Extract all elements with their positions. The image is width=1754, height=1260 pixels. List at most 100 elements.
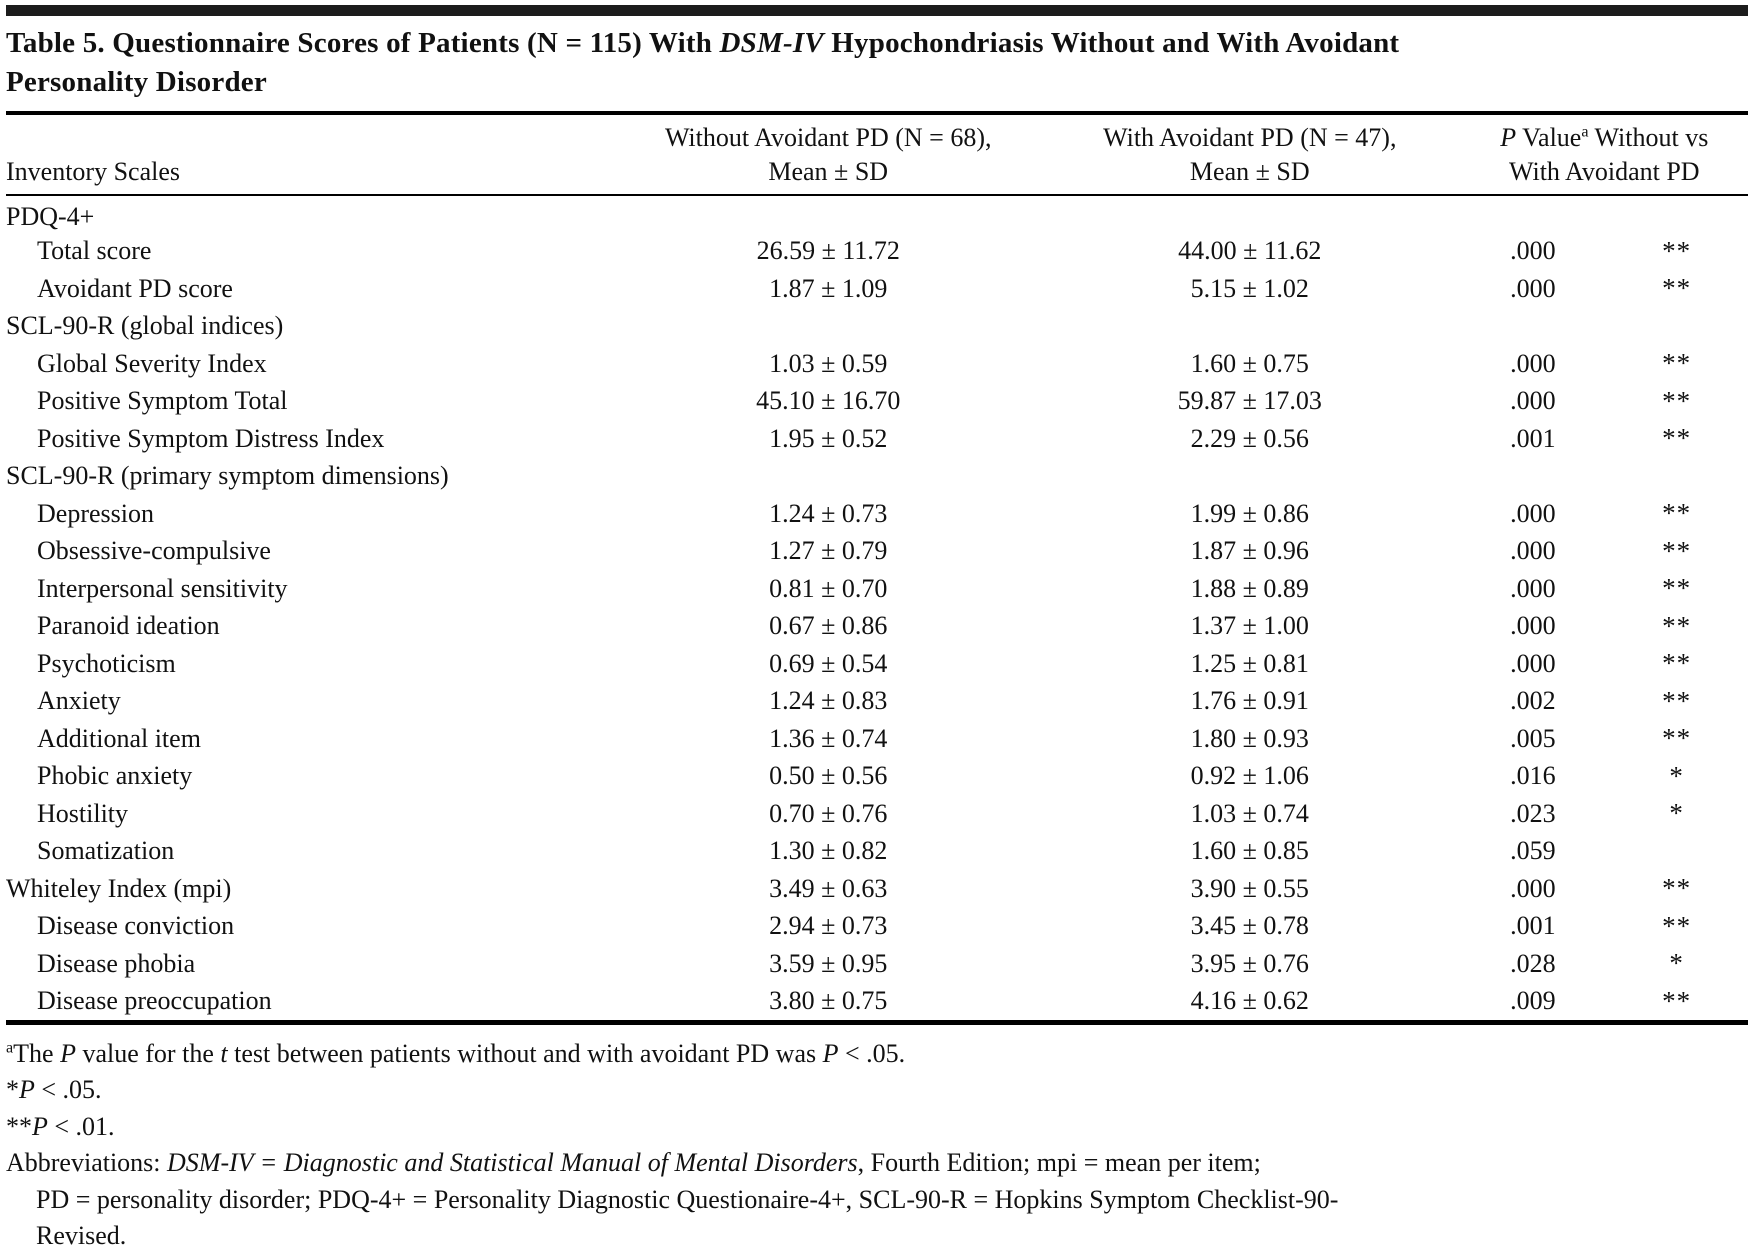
with-avoidant-pd-cell: 44.00 ± 11.62 [1178, 236, 1322, 266]
text-segment: Without vs [1588, 123, 1709, 152]
with-avoidant-pd-cell: 5.15 ± 1.02 [1190, 273, 1309, 303]
footnote-line: *P < .05. [6, 1072, 1748, 1109]
row-label-cell: Disease preoccupation [37, 986, 272, 1016]
table-row: SCL-90-R (primary symptom dimensions) [6, 458, 1748, 496]
p-value-cell [1461, 308, 1606, 346]
with-avoidant-pd-cell: 1.60 ± 0.85 [1190, 836, 1309, 866]
without-avoidant-pd-cell: 1.95 ± 0.52 [769, 423, 888, 453]
text-segment: ** [6, 1111, 32, 1141]
table-row: Obsessive-compulsive 1.27 ± 0.79 1.87 ± 0.… [6, 533, 1748, 571]
with-avoidant-pd-cell: 1.60 ± 0.75 [1190, 348, 1309, 378]
without-avoidant-pd-cell: 3.59 ± 0.95 [769, 948, 888, 978]
table-row: Depression 1.24 ± 0.73 1.99 ± 0.86 .000 ** [6, 495, 1748, 533]
with-avoidant-pd-cell [1039, 195, 1461, 233]
with-avoidant-pd-cell: 1.99 ± 0.86 [1190, 498, 1309, 528]
significance-cell [1605, 458, 1748, 496]
row-label-cell: PDQ-4+ [6, 201, 95, 231]
table-row: Total score 26.59 ± 11.72 44.00 ± 11.62 .00… [6, 233, 1748, 271]
significance-cell: ** [1662, 985, 1692, 1016]
text-segment: value for the [75, 1038, 221, 1068]
without-avoidant-pd-cell: 1.36 ± 0.74 [769, 723, 888, 753]
row-label-cell: Disease conviction [37, 911, 235, 941]
text-segment: P [32, 1111, 48, 1141]
row-label-cell: SCL-90-R (global indices) [6, 311, 284, 341]
with-avoidant-pd-cell: 1.80 ± 0.93 [1190, 723, 1309, 753]
p-value-cell: .000 [1510, 573, 1556, 603]
p-value-cell [1461, 195, 1606, 233]
p-value-cell: .023 [1510, 798, 1556, 828]
significance-cell: * [1669, 798, 1684, 829]
header-with-line1: With Avoidant PD (N = 47), [1103, 123, 1397, 152]
row-label-cell: Whiteley Index (mpi) [6, 873, 232, 903]
top-thick-rule [6, 5, 1748, 16]
significance-cell: ** [1662, 910, 1692, 941]
p-value-cell [1461, 458, 1606, 496]
p-value-cell: .000 [1510, 873, 1556, 903]
table-header: Inventory Scales Without Avoidant PD (N … [6, 115, 1748, 196]
p-value-cell: .000 [1510, 236, 1556, 266]
text-segment: Abbreviations: [6, 1148, 168, 1177]
significance-cell: ** [1662, 348, 1692, 379]
without-avoidant-pd-cell: 0.50 ± 0.56 [769, 761, 888, 791]
footnote-line: aThe P value for the t test between pati… [6, 1036, 1748, 1073]
p-value-cell: .016 [1510, 761, 1556, 791]
p-value-cell: .001 [1510, 911, 1556, 941]
significance-cell: ** [1662, 723, 1692, 754]
significance-cell: ** [1662, 610, 1692, 641]
row-label-cell: Psychoticism [37, 648, 176, 678]
text-segment: Personality Disorder [6, 66, 267, 98]
table-row: Anxiety 1.24 ± 0.83 1.76 ± 0.91 .002 ** [6, 683, 1748, 721]
without-avoidant-pd-cell: 0.69 ± 0.54 [769, 648, 888, 678]
text-segment: t [220, 1038, 228, 1068]
without-avoidant-pd-cell [617, 458, 1039, 496]
significance-cell: ** [1662, 273, 1692, 304]
table-title: Table 5. Questionnaire Scores of Patient… [6, 24, 1748, 102]
footnotes: aThe P value for the t test between pati… [6, 1036, 1748, 1255]
row-label-cell: Total score [37, 236, 152, 266]
with-avoidant-pd-cell: 0.92 ± 1.06 [1190, 761, 1309, 791]
footnote-line: Revised. [6, 1218, 1748, 1255]
text-segment: a [1581, 123, 1589, 141]
significance-cell: ** [1662, 685, 1692, 716]
text-segment: P [60, 1038, 76, 1068]
table-body: PDQ-4+ Total score 26.59 ± 11.72 44.00 ± 11… [6, 195, 1748, 1020]
with-avoidant-pd-cell: 1.03 ± 0.74 [1190, 798, 1309, 828]
significance-cell: ** [1662, 573, 1692, 604]
significance-cell: ** [1662, 535, 1692, 566]
with-avoidant-pd-cell [1039, 308, 1461, 346]
without-avoidant-pd-cell: 0.81 ± 0.70 [769, 573, 888, 603]
p-value-cell: .000 [1510, 611, 1556, 641]
without-avoidant-pd-cell: 3.80 ± 0.75 [769, 986, 888, 1016]
table-row: Psychoticism 0.69 ± 0.54 1.25 ± 0.81 .000 ** [6, 645, 1748, 683]
without-avoidant-pd-cell: 1.87 ± 1.09 [769, 273, 888, 303]
with-avoidant-pd-cell: 1.25 ± 0.81 [1190, 648, 1309, 678]
significance-cell: ** [1662, 498, 1692, 529]
without-avoidant-pd-cell: 1.30 ± 0.82 [769, 836, 888, 866]
table-row: Whiteley Index (mpi) 3.49 ± 0.63 3.90 ± 0.… [6, 870, 1748, 908]
table-row: Positive Symptom Distress Index 1.95 ± 0.… [6, 420, 1748, 458]
significance-cell: ** [1662, 873, 1692, 904]
row-label-cell: Depression [37, 498, 154, 528]
with-avoidant-pd-cell: 59.87 ± 17.03 [1177, 386, 1322, 416]
without-avoidant-pd-cell: 3.49 ± 0.63 [769, 873, 888, 903]
table-bottom-thick-rule [6, 1020, 1748, 1025]
row-label-cell: Global Severity Index [37, 348, 267, 378]
text-segment: DSM-IV = Diagnostic and Statistical Manu… [167, 1148, 858, 1177]
row-label-cell: Phobic anxiety [37, 761, 193, 791]
header-row: Inventory Scales Without Avoidant PD (N … [6, 115, 1748, 196]
table-row: Phobic anxiety 0.50 ± 0.56 0.92 ± 1.06 .016… [6, 758, 1748, 796]
header-without-line1: Without Avoidant PD (N = 68), [664, 123, 992, 152]
text-segment: Table 5. Questionnaire Scores of Patient… [6, 27, 720, 59]
without-avoidant-pd-cell [617, 308, 1039, 346]
row-label-cell: Anxiety [37, 686, 121, 716]
p-value-cell: .002 [1510, 686, 1556, 716]
header-without-avoidant-pd: Without Avoidant PD (N = 68), Mean ± SD [617, 115, 1039, 196]
text-segment: test between patients without and with a… [227, 1038, 823, 1068]
p-value-cell: .000 [1510, 648, 1556, 678]
text-segment: * [6, 1075, 19, 1104]
row-label-cell: Somatization [37, 836, 175, 866]
text-segment: P [1500, 123, 1517, 152]
p-value-cell: .005 [1510, 723, 1556, 753]
table-row: Positive Symptom Total 45.10 ± 16.70 59.87… [6, 383, 1748, 421]
